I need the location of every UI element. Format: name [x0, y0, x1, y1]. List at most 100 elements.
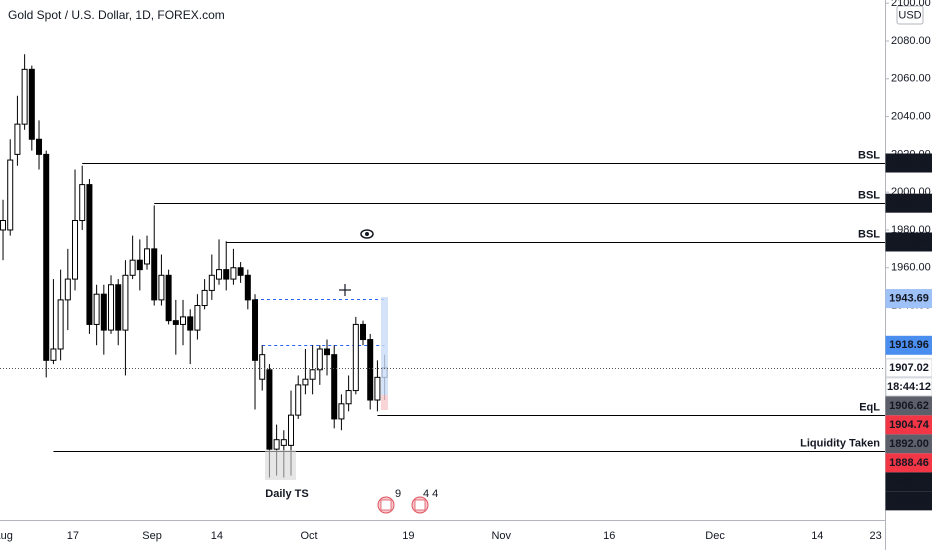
candle-body: [180, 316, 187, 325]
y-tick-label: 2080.00: [891, 35, 931, 47]
candle-body: [324, 348, 331, 356]
daily-ts-box: [265, 450, 296, 480]
candle-body: [129, 259, 136, 276]
price-label: 1907.02: [889, 362, 929, 374]
candle-body: [115, 284, 122, 331]
event-count: 9: [395, 488, 401, 500]
candle-body: [223, 269, 230, 280]
price-label-box: [885, 335, 932, 355]
candle-body: [331, 354, 338, 420]
candle-body: [288, 414, 295, 446]
event-flag[interactable]: [411, 496, 429, 514]
position-tool-target[interactable]: [381, 297, 388, 395]
level-label: BSL: [858, 228, 880, 240]
candle-body: [252, 299, 259, 361]
candle-body: [374, 376, 381, 401]
price-label-box: [885, 415, 932, 435]
currency-box[interactable]: [896, 5, 924, 25]
x-tick-label: 19: [402, 530, 414, 542]
price-label-box: [885, 358, 932, 378]
candle-body: [136, 259, 143, 271]
x-tick-label: 17: [67, 530, 79, 542]
candle-body: [21, 68, 28, 125]
price-label-box: [885, 434, 932, 454]
price-label-box: [885, 396, 932, 416]
candle-body: [237, 267, 244, 276]
price-label: 1943.69: [889, 292, 929, 304]
x-tick-label: 14: [211, 530, 223, 542]
price-label: 1904.74: [889, 419, 930, 431]
candle-body: [50, 348, 57, 361]
price-label: 1918.96: [889, 339, 929, 351]
x-tick-label: 23: [870, 530, 882, 542]
price-label-box: [885, 193, 932, 213]
price-label-box: [885, 491, 932, 511]
level-label: BSL: [858, 189, 880, 201]
price-label: 2015.43: [889, 157, 929, 169]
candle-body: [280, 439, 287, 446]
candle-body: [338, 403, 345, 420]
candle-body: [352, 323, 359, 392]
price-label-box: [885, 453, 932, 473]
candle-body: [367, 339, 374, 401]
candle-body: [64, 278, 71, 301]
chart-title: Gold Spot / U.S. Dollar, 1D, FOREX.com: [8, 8, 225, 22]
price-label: 1892.00: [889, 438, 929, 450]
eye-icon[interactable]: [360, 229, 374, 239]
candle-body: [316, 348, 323, 371]
price-label: 1994.17: [889, 197, 929, 209]
candle-body: [28, 68, 35, 140]
candle-body: [79, 184, 86, 222]
candle-body: [309, 369, 316, 380]
candle-body: [86, 184, 93, 325]
x-tick-label: Nov: [491, 530, 511, 542]
candle-body: [266, 369, 273, 450]
candle-body: [295, 384, 302, 416]
candle-body: [273, 439, 280, 450]
candle-body: [216, 269, 223, 280]
candle-body: [208, 274, 215, 291]
level-label: Liquidity Taken: [800, 437, 880, 449]
candle-body: [93, 293, 100, 325]
candle-body: [194, 305, 201, 331]
x-tick-label: 14: [811, 530, 823, 542]
candle-body: [57, 299, 64, 350]
plot-area: [0, 54, 885, 478]
candle-body: [158, 274, 165, 301]
candle-body: [345, 390, 352, 405]
annotation: Daily TS: [265, 488, 308, 500]
candle-body: [122, 274, 129, 331]
countdown-box: [885, 377, 932, 397]
candle-body: [36, 138, 43, 155]
countdown: 18:44:12: [887, 381, 931, 393]
candle-body: [43, 153, 50, 361]
candle-body: [302, 378, 309, 386]
x-tick-label: Dec: [705, 530, 725, 542]
price-label: 1973.64: [889, 236, 930, 248]
candle-body: [165, 274, 172, 322]
candle-body: [360, 323, 367, 341]
x-tick-label: Aug: [0, 530, 13, 542]
candle-body: [172, 320, 179, 325]
y-tick-label: 1960.00: [891, 262, 931, 274]
price-label-box: [885, 289, 932, 309]
candle-body: [7, 159, 14, 231]
candle-body: [244, 274, 251, 301]
position-tool-stop[interactable]: [381, 395, 388, 410]
price-label: 1862.88: [889, 495, 929, 507]
event-flag[interactable]: [377, 496, 395, 514]
level-label: BSL: [858, 149, 880, 161]
candle-body: [187, 316, 194, 331]
candle-body: [201, 289, 208, 307]
move-icon[interactable]: [339, 284, 351, 296]
candle-body: [14, 123, 21, 155]
price-label: 1881.87: [889, 476, 929, 488]
x-tick-label: 16: [603, 530, 615, 542]
candle-body: [0, 220, 7, 231]
candle-body: [72, 220, 79, 280]
event-count: 4 4: [423, 488, 438, 500]
price-label-box: [885, 153, 932, 173]
price-label-box: [885, 472, 932, 492]
currency[interactable]: USD: [898, 9, 921, 21]
